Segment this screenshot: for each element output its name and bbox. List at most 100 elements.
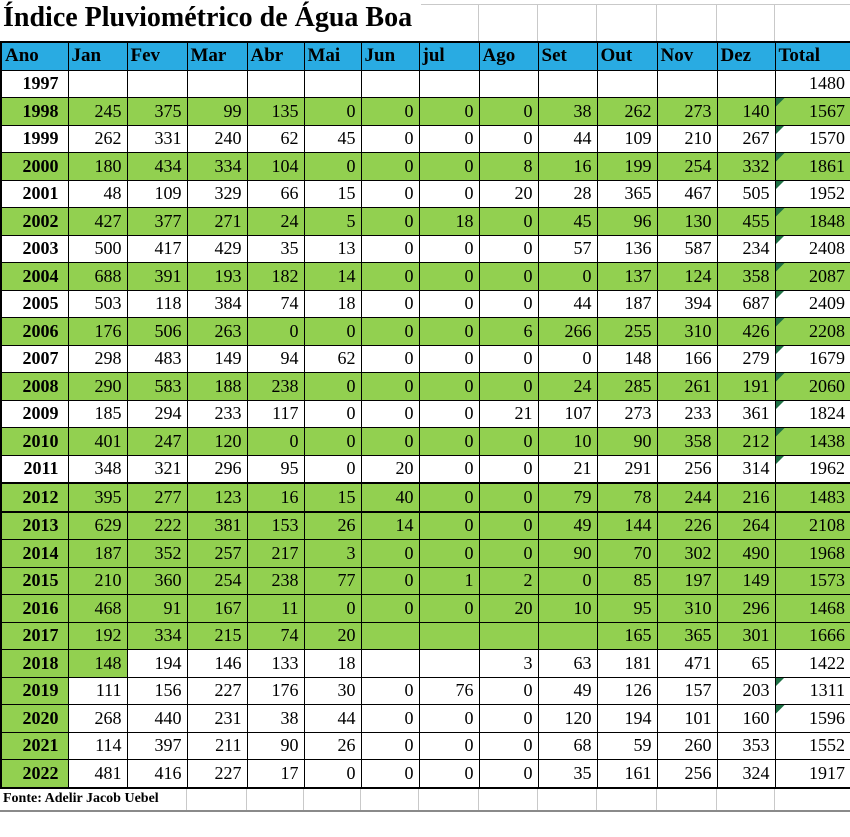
column-header-jul[interactable]: jul <box>418 41 480 71</box>
cell-2018-jul[interactable] <box>418 649 480 678</box>
cell-2000-abr[interactable]: 104 <box>246 152 305 181</box>
cell-2021-ago[interactable]: 0 <box>478 731 539 760</box>
cell-1997-total[interactable]: 1480 <box>774 69 850 98</box>
cell-2022-jan[interactable]: 481 <box>67 759 128 788</box>
cell-2009-mar[interactable]: 233 <box>186 399 248 428</box>
cell-2007-mar[interactable]: 149 <box>186 344 248 373</box>
row-header-1997[interactable]: 1997 <box>0 69 69 98</box>
cell-2003-dez[interactable]: 234 <box>716 234 776 263</box>
cell-2016-ago[interactable]: 20 <box>478 594 539 623</box>
cell-2022-dez[interactable]: 324 <box>716 759 776 788</box>
cell-2018-out[interactable]: 181 <box>596 649 658 678</box>
row-header-2011[interactable]: 2011 <box>0 454 69 484</box>
cell-2021-jul[interactable]: 0 <box>418 731 480 760</box>
cell-1998-mar[interactable]: 99 <box>186 97 248 126</box>
cell-2001-ago[interactable]: 20 <box>478 179 539 208</box>
cell-2011-dez[interactable]: 314 <box>716 454 776 484</box>
cell-2019-nov[interactable]: 157 <box>656 676 718 705</box>
cell-2010-fev[interactable]: 247 <box>126 427 188 456</box>
cell-2012-ago[interactable]: 0 <box>478 482 539 513</box>
row-header-2008[interactable]: 2008 <box>0 372 69 401</box>
cell-2021-dez[interactable]: 353 <box>716 731 776 760</box>
column-header-mar[interactable]: Mar <box>186 41 248 71</box>
cell-2003-jun[interactable]: 0 <box>360 234 420 263</box>
cell-2011-mar[interactable]: 296 <box>186 454 248 484</box>
cell-1999-fev[interactable]: 331 <box>126 124 188 153</box>
cell-2003-abr[interactable]: 35 <box>246 234 305 263</box>
cell-2013-abr[interactable]: 153 <box>246 511 305 540</box>
cell-2007-mai[interactable]: 62 <box>303 344 362 373</box>
cell-2004-out[interactable]: 137 <box>596 262 658 291</box>
cell-2013-total[interactable]: 2108 <box>774 511 850 540</box>
cell-2008-fev[interactable]: 583 <box>126 372 188 401</box>
row-header-2007[interactable]: 2007 <box>0 344 69 373</box>
cell-2011-total[interactable]: 1962 <box>774 454 850 484</box>
cell-2008-jun[interactable]: 0 <box>360 372 420 401</box>
cell-2018-set[interactable]: 63 <box>537 649 598 678</box>
cell-2018-dez[interactable]: 65 <box>716 649 776 678</box>
cell-2013-jan[interactable]: 629 <box>67 511 128 540</box>
row-header-2014[interactable]: 2014 <box>0 539 69 568</box>
cell-2004-mai[interactable]: 14 <box>303 262 362 291</box>
cell-1997-dez[interactable] <box>716 69 776 98</box>
cell-2002-nov[interactable]: 130 <box>656 207 718 236</box>
column-header-total[interactable]: Total <box>774 41 850 71</box>
cell-2011-abr[interactable]: 95 <box>246 454 305 484</box>
cell-2010-jun[interactable]: 0 <box>360 427 420 456</box>
cell-2015-set[interactable]: 0 <box>537 566 598 595</box>
cell-2007-dez[interactable]: 279 <box>716 344 776 373</box>
cell-2013-jun[interactable]: 14 <box>360 511 420 540</box>
cell-2012-dez[interactable]: 216 <box>716 482 776 513</box>
cell-2007-nov[interactable]: 166 <box>656 344 718 373</box>
cell-2000-out[interactable]: 199 <box>596 152 658 181</box>
cell-2006-set[interactable]: 266 <box>537 317 598 346</box>
cell-2015-jul[interactable]: 1 <box>418 566 480 595</box>
cell-2000-ago[interactable]: 8 <box>478 152 539 181</box>
cell-2002-dez[interactable]: 455 <box>716 207 776 236</box>
cell-2015-jun[interactable]: 0 <box>360 566 420 595</box>
cell-2005-abr[interactable]: 74 <box>246 289 305 318</box>
cell-2016-fev[interactable]: 91 <box>126 594 188 623</box>
cell-2004-ago[interactable]: 0 <box>478 262 539 291</box>
cell-2018-ago[interactable]: 3 <box>478 649 539 678</box>
cell-2001-fev[interactable]: 109 <box>126 179 188 208</box>
row-header-2017[interactable]: 2017 <box>0 621 69 650</box>
cell-2019-fev[interactable]: 156 <box>126 676 188 705</box>
cell-2006-fev[interactable]: 506 <box>126 317 188 346</box>
cell-2019-mar[interactable]: 227 <box>186 676 248 705</box>
cell-2010-jan[interactable]: 401 <box>67 427 128 456</box>
cell-1998-dez[interactable]: 140 <box>716 97 776 126</box>
column-header-ano[interactable]: Ano <box>0 41 69 71</box>
cell-2002-abr[interactable]: 24 <box>246 207 305 236</box>
cell-2002-fev[interactable]: 377 <box>126 207 188 236</box>
cell-2004-fev[interactable]: 391 <box>126 262 188 291</box>
cell-2016-jul[interactable]: 0 <box>418 594 480 623</box>
cell-1998-nov[interactable]: 273 <box>656 97 718 126</box>
cell-2017-set[interactable] <box>537 621 598 650</box>
cell-2022-set[interactable]: 35 <box>537 759 598 788</box>
cell-1999-total[interactable]: 1570 <box>774 124 850 153</box>
cell-2012-nov[interactable]: 244 <box>656 482 718 513</box>
cell-2006-ago[interactable]: 6 <box>478 317 539 346</box>
cell-1997-jul[interactable] <box>418 69 480 98</box>
cell-2018-mai[interactable]: 18 <box>303 649 362 678</box>
cell-2006-jul[interactable]: 0 <box>418 317 480 346</box>
cell-2001-nov[interactable]: 467 <box>656 179 718 208</box>
row-header-2015[interactable]: 2015 <box>0 566 69 595</box>
cell-2022-out[interactable]: 161 <box>596 759 658 788</box>
cell-2011-fev[interactable]: 321 <box>126 454 188 484</box>
cell-2010-abr[interactable]: 0 <box>246 427 305 456</box>
cell-2005-ago[interactable]: 0 <box>478 289 539 318</box>
cell-2021-mai[interactable]: 26 <box>303 731 362 760</box>
cell-2021-total[interactable]: 1552 <box>774 731 850 760</box>
cell-2010-mar[interactable]: 120 <box>186 427 248 456</box>
cell-2020-jan[interactable]: 268 <box>67 704 128 733</box>
cell-1999-out[interactable]: 109 <box>596 124 658 153</box>
cell-2002-mai[interactable]: 5 <box>303 207 362 236</box>
cell-1997-out[interactable] <box>596 69 658 98</box>
cell-2004-dez[interactable]: 358 <box>716 262 776 291</box>
cell-2003-mar[interactable]: 429 <box>186 234 248 263</box>
cell-2003-jul[interactable]: 0 <box>418 234 480 263</box>
cell-2013-ago[interactable]: 0 <box>478 511 539 540</box>
row-header-2006[interactable]: 2006 <box>0 317 69 346</box>
